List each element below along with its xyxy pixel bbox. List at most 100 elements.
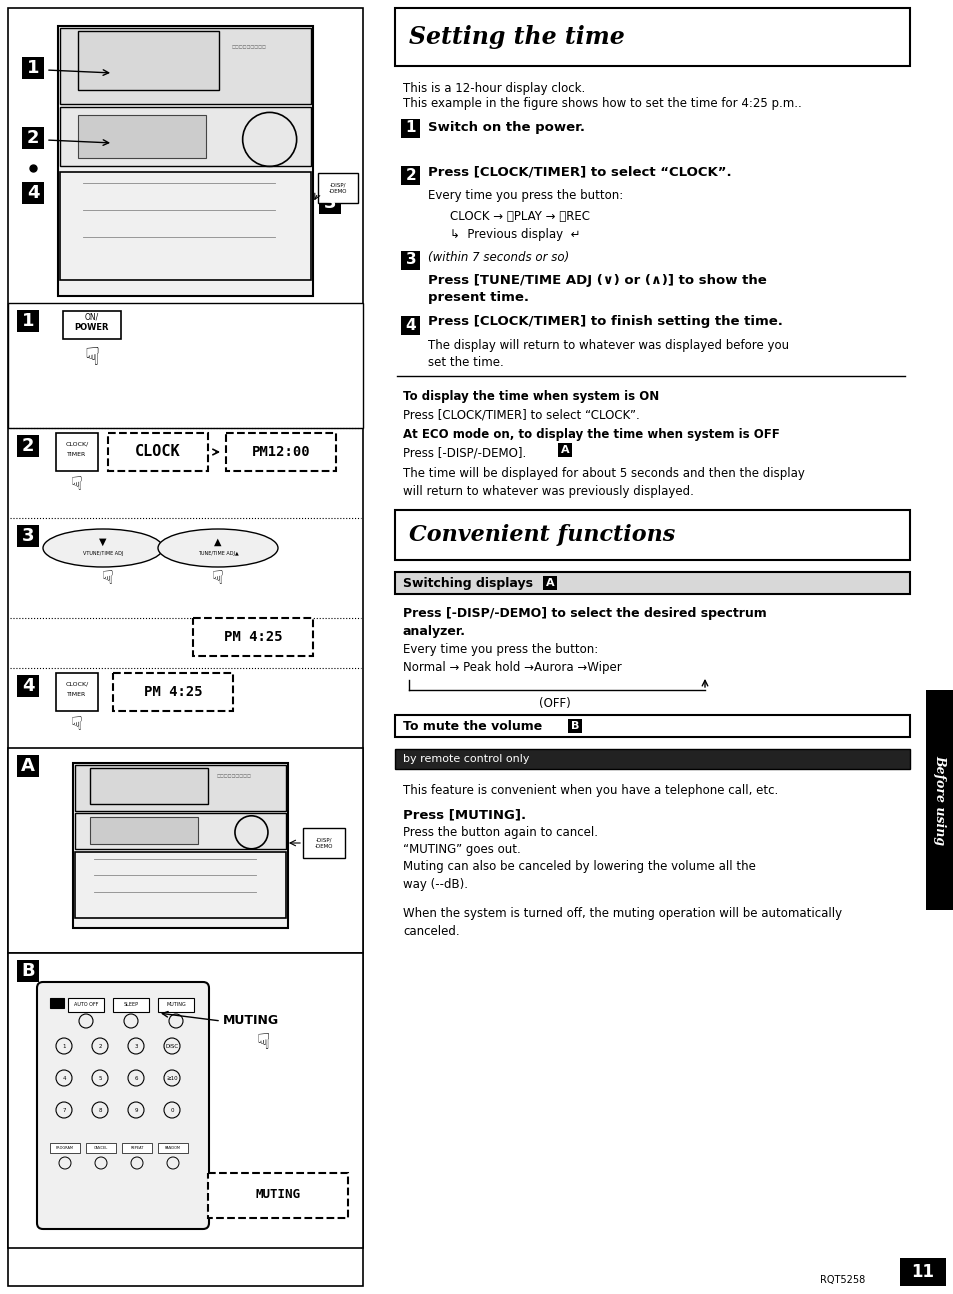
FancyBboxPatch shape	[75, 765, 286, 811]
Text: ≥10: ≥10	[166, 1075, 177, 1080]
FancyBboxPatch shape	[75, 853, 286, 919]
Text: (OFF): (OFF)	[538, 697, 570, 710]
Text: Switching displays: Switching displays	[402, 577, 533, 590]
FancyBboxPatch shape	[122, 1143, 152, 1153]
Text: 2: 2	[98, 1043, 102, 1048]
Text: TUNE/TIME ADJ▲: TUNE/TIME ADJ▲	[197, 551, 238, 556]
FancyBboxPatch shape	[60, 172, 311, 280]
Text: This feature is convenient when you have a telephone call, etc.: This feature is convenient when you have…	[402, 784, 778, 797]
FancyBboxPatch shape	[303, 828, 345, 858]
Text: (within 7 seconds or so): (within 7 seconds or so)	[428, 251, 569, 264]
Text: VTUNE/TIME ADJ: VTUNE/TIME ADJ	[83, 551, 123, 556]
Ellipse shape	[158, 529, 277, 567]
FancyBboxPatch shape	[73, 763, 288, 928]
Text: B: B	[570, 721, 578, 731]
FancyBboxPatch shape	[22, 127, 44, 149]
Text: 1: 1	[405, 120, 416, 136]
Text: □□□□□□□□□: □□□□□□□□□	[232, 45, 267, 49]
FancyBboxPatch shape	[208, 1172, 348, 1218]
Text: Before using: Before using	[933, 754, 945, 845]
Text: Setting the time: Setting the time	[409, 25, 624, 49]
Text: This is a 12-hour display clock.: This is a 12-hour display clock.	[402, 82, 584, 94]
FancyBboxPatch shape	[226, 433, 335, 471]
FancyBboxPatch shape	[91, 769, 209, 805]
Text: REPEAT: REPEAT	[131, 1146, 144, 1150]
Text: 1: 1	[22, 312, 34, 330]
Text: 9: 9	[134, 1108, 137, 1113]
Text: Every time you press the button:: Every time you press the button:	[402, 643, 598, 656]
FancyBboxPatch shape	[401, 251, 420, 269]
FancyBboxPatch shape	[91, 818, 197, 844]
Text: ON/: ON/	[85, 312, 99, 321]
Text: This example in the figure shows how to set the time for 4:25 p.m..: This example in the figure shows how to …	[402, 97, 801, 110]
FancyBboxPatch shape	[75, 813, 286, 849]
Text: 4: 4	[405, 317, 416, 333]
Text: 3: 3	[134, 1043, 137, 1048]
FancyBboxPatch shape	[558, 443, 572, 457]
FancyBboxPatch shape	[37, 982, 209, 1229]
FancyBboxPatch shape	[317, 173, 357, 203]
FancyBboxPatch shape	[17, 675, 39, 697]
Text: Every time you press the button:: Every time you press the button:	[428, 189, 622, 202]
FancyBboxPatch shape	[60, 28, 311, 104]
Text: ☟: ☟	[84, 345, 99, 370]
Text: At ECO mode on, to display the time when system is OFF: At ECO mode on, to display the time when…	[402, 428, 779, 441]
Text: POWER: POWER	[74, 322, 110, 331]
Text: A: A	[21, 757, 35, 775]
FancyBboxPatch shape	[395, 716, 909, 738]
Text: To display the time when system is ON: To display the time when system is ON	[402, 389, 659, 402]
Text: ☟: ☟	[102, 568, 113, 587]
Text: 1: 1	[27, 60, 39, 78]
FancyBboxPatch shape	[567, 719, 581, 732]
Ellipse shape	[43, 529, 163, 567]
Text: Press [-DISP/-DEMO] to select the desired spectrum: Press [-DISP/-DEMO] to select the desire…	[402, 607, 766, 620]
Text: A: A	[545, 578, 554, 587]
Text: Normal → Peak hold →Aurora →Wiper: Normal → Peak hold →Aurora →Wiper	[402, 661, 621, 674]
FancyBboxPatch shape	[401, 316, 420, 335]
FancyBboxPatch shape	[8, 748, 363, 952]
Text: 3: 3	[405, 252, 416, 268]
FancyBboxPatch shape	[395, 8, 909, 66]
FancyBboxPatch shape	[60, 107, 311, 167]
Text: PM 4:25: PM 4:25	[223, 630, 282, 644]
FancyBboxPatch shape	[50, 1143, 80, 1153]
Text: Switch on the power.: Switch on the power.	[428, 122, 584, 135]
Text: present time.: present time.	[428, 291, 529, 304]
FancyBboxPatch shape	[899, 1258, 945, 1286]
Text: A: A	[560, 445, 569, 455]
FancyBboxPatch shape	[401, 119, 420, 137]
FancyBboxPatch shape	[542, 576, 557, 590]
Text: PROGRAM: PROGRAM	[56, 1146, 74, 1150]
Text: by remote control only: by remote control only	[402, 754, 529, 763]
Text: MUTING: MUTING	[166, 1003, 186, 1008]
FancyBboxPatch shape	[86, 1143, 116, 1153]
FancyBboxPatch shape	[17, 754, 39, 776]
Text: 2: 2	[22, 437, 34, 455]
Text: 11: 11	[910, 1263, 934, 1281]
Text: -DISP/
-DEMO: -DISP/ -DEMO	[329, 182, 347, 194]
Text: The display will return to whatever was displayed before you: The display will return to whatever was …	[428, 339, 788, 352]
Text: 4: 4	[22, 677, 34, 695]
Text: Press [CLOCK/TIMER] to finish setting the time.: Press [CLOCK/TIMER] to finish setting th…	[428, 316, 782, 329]
Text: ▲: ▲	[214, 537, 221, 547]
Text: ☟: ☟	[212, 568, 224, 587]
Text: 2: 2	[27, 129, 39, 148]
Text: CANCEL: CANCEL	[93, 1146, 108, 1150]
Text: Press [TUNE/TIME ADJ (∨) or (∧)] to show the: Press [TUNE/TIME ADJ (∨) or (∧)] to show…	[428, 274, 766, 287]
Text: -DISP/
-DEMO: -DISP/ -DEMO	[314, 837, 333, 849]
FancyBboxPatch shape	[395, 572, 909, 594]
FancyBboxPatch shape	[56, 433, 98, 471]
Text: 7: 7	[62, 1108, 66, 1113]
FancyBboxPatch shape	[22, 182, 44, 204]
Text: “MUTING” goes out.: “MUTING” goes out.	[402, 842, 520, 857]
Text: 6: 6	[134, 1075, 137, 1080]
FancyBboxPatch shape	[112, 673, 233, 710]
Text: 3: 3	[22, 527, 34, 545]
FancyBboxPatch shape	[22, 57, 44, 79]
Text: TIMER: TIMER	[68, 453, 87, 458]
FancyBboxPatch shape	[17, 525, 39, 547]
FancyBboxPatch shape	[395, 510, 909, 560]
Text: Press [MUTING].: Press [MUTING].	[402, 807, 525, 820]
Text: 4: 4	[62, 1075, 66, 1080]
FancyBboxPatch shape	[58, 26, 313, 296]
